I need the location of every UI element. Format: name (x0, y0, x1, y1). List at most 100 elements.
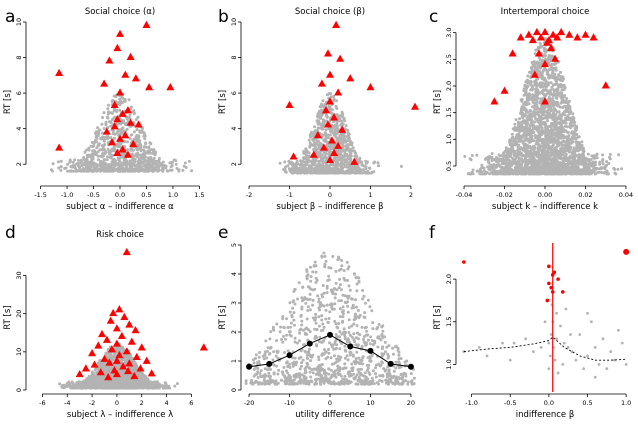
scatter-point (324, 162, 328, 166)
scatter-point (59, 159, 63, 163)
scatter-point (555, 96, 559, 100)
scatter-point (572, 116, 576, 120)
scatter-point (329, 167, 333, 171)
scatter-point (522, 133, 526, 137)
highlight-triangle (490, 97, 499, 105)
y-tick-label: 10 (15, 348, 23, 356)
scatter-point (138, 141, 142, 145)
highlight-triangle (102, 127, 111, 135)
scatter-point (538, 100, 542, 104)
scatter-point (496, 172, 499, 176)
scatter-point (528, 70, 531, 74)
highlight-triangle (121, 131, 130, 139)
scatter-point (158, 164, 162, 168)
scatter-point (51, 162, 55, 166)
scatter-point (565, 137, 569, 141)
highlight-triangle (113, 148, 122, 157)
y-tick-label: 0 (15, 388, 23, 392)
scatter-point (485, 171, 489, 175)
scatter-point (558, 134, 562, 138)
scatter-point (520, 120, 524, 124)
scatter-point (106, 147, 110, 151)
panel-title: Social choice (α) (85, 7, 155, 17)
scatter-point (115, 110, 119, 114)
scatter-point (139, 153, 142, 157)
scatter-point (617, 153, 621, 157)
scatter-point (575, 148, 579, 152)
scatter-point (89, 165, 93, 168)
scatter-point (98, 169, 102, 173)
scatter-point (557, 170, 561, 174)
scatter-point (125, 127, 129, 131)
scatter-point (74, 168, 78, 172)
highlight-triangle (166, 83, 175, 91)
highlight-triangle (145, 83, 154, 91)
x-tick-label: 0.5 (141, 191, 151, 199)
panel-letter-c: c (429, 7, 438, 27)
scatter-point (89, 144, 93, 148)
scatter-point (87, 169, 91, 172)
scatter-point (321, 99, 325, 103)
scatter-point (538, 110, 542, 114)
highlight-triangle (326, 70, 334, 78)
scatter-point (157, 157, 161, 160)
scatter-point (302, 170, 306, 174)
scatter-point (542, 120, 546, 124)
scatter-point (132, 111, 136, 115)
scatter-point (115, 131, 119, 135)
scatter-point (299, 163, 303, 167)
scatter-point (125, 159, 129, 163)
scatter-point (103, 143, 107, 146)
scatter-point (606, 172, 610, 176)
scatter-point (504, 148, 508, 152)
scatter-point (529, 139, 533, 143)
scatter-point (540, 81, 544, 85)
scatter-point (354, 167, 358, 171)
scatter-point (566, 170, 570, 174)
scatter-point (312, 162, 316, 166)
scatter-cloud (278, 92, 403, 175)
scatter-point (102, 165, 106, 169)
scatter-point (73, 158, 77, 162)
y-tick-label: 3.0 (445, 27, 453, 37)
scatter-point (508, 138, 512, 142)
scatter-point (150, 167, 154, 171)
scatter-point (310, 130, 313, 134)
scatter-point (598, 161, 602, 165)
scatter-point (283, 170, 287, 173)
scatter-point (126, 140, 130, 144)
scatter-point (339, 140, 343, 144)
scatter-point (347, 169, 351, 172)
scatter-point (131, 163, 135, 167)
scatter-point (334, 163, 338, 167)
scatter-point (530, 66, 534, 70)
scatter-point (548, 132, 552, 136)
highlight-triangle (118, 145, 127, 153)
highlight-triangle (332, 20, 341, 29)
scatter-point (87, 162, 90, 166)
scatter-point (97, 142, 101, 146)
scatter-point (572, 146, 576, 150)
scatter-point (111, 153, 115, 157)
scatter-point (118, 145, 122, 149)
scatter-point (102, 127, 106, 130)
scatter-point (535, 140, 539, 144)
scatter-point (337, 152, 341, 156)
scatter-point (333, 133, 336, 137)
scatter-point (122, 167, 126, 171)
scatter-point (553, 171, 557, 175)
x-tick-label: -1 (286, 191, 292, 199)
scatter-point (546, 71, 550, 75)
scatter-point (524, 158, 528, 162)
scatter-point (614, 172, 618, 176)
scatter-point (534, 117, 538, 121)
scatter-point (139, 169, 143, 173)
scatter-point (308, 141, 312, 145)
scatter-point (151, 148, 155, 152)
scatter-point (572, 132, 576, 136)
scatter-point (488, 168, 492, 172)
y-tick-label: 4 (230, 127, 238, 131)
scatter-point (292, 171, 296, 175)
panel-title: Risk choice (96, 230, 144, 240)
scatter-point (518, 127, 522, 131)
